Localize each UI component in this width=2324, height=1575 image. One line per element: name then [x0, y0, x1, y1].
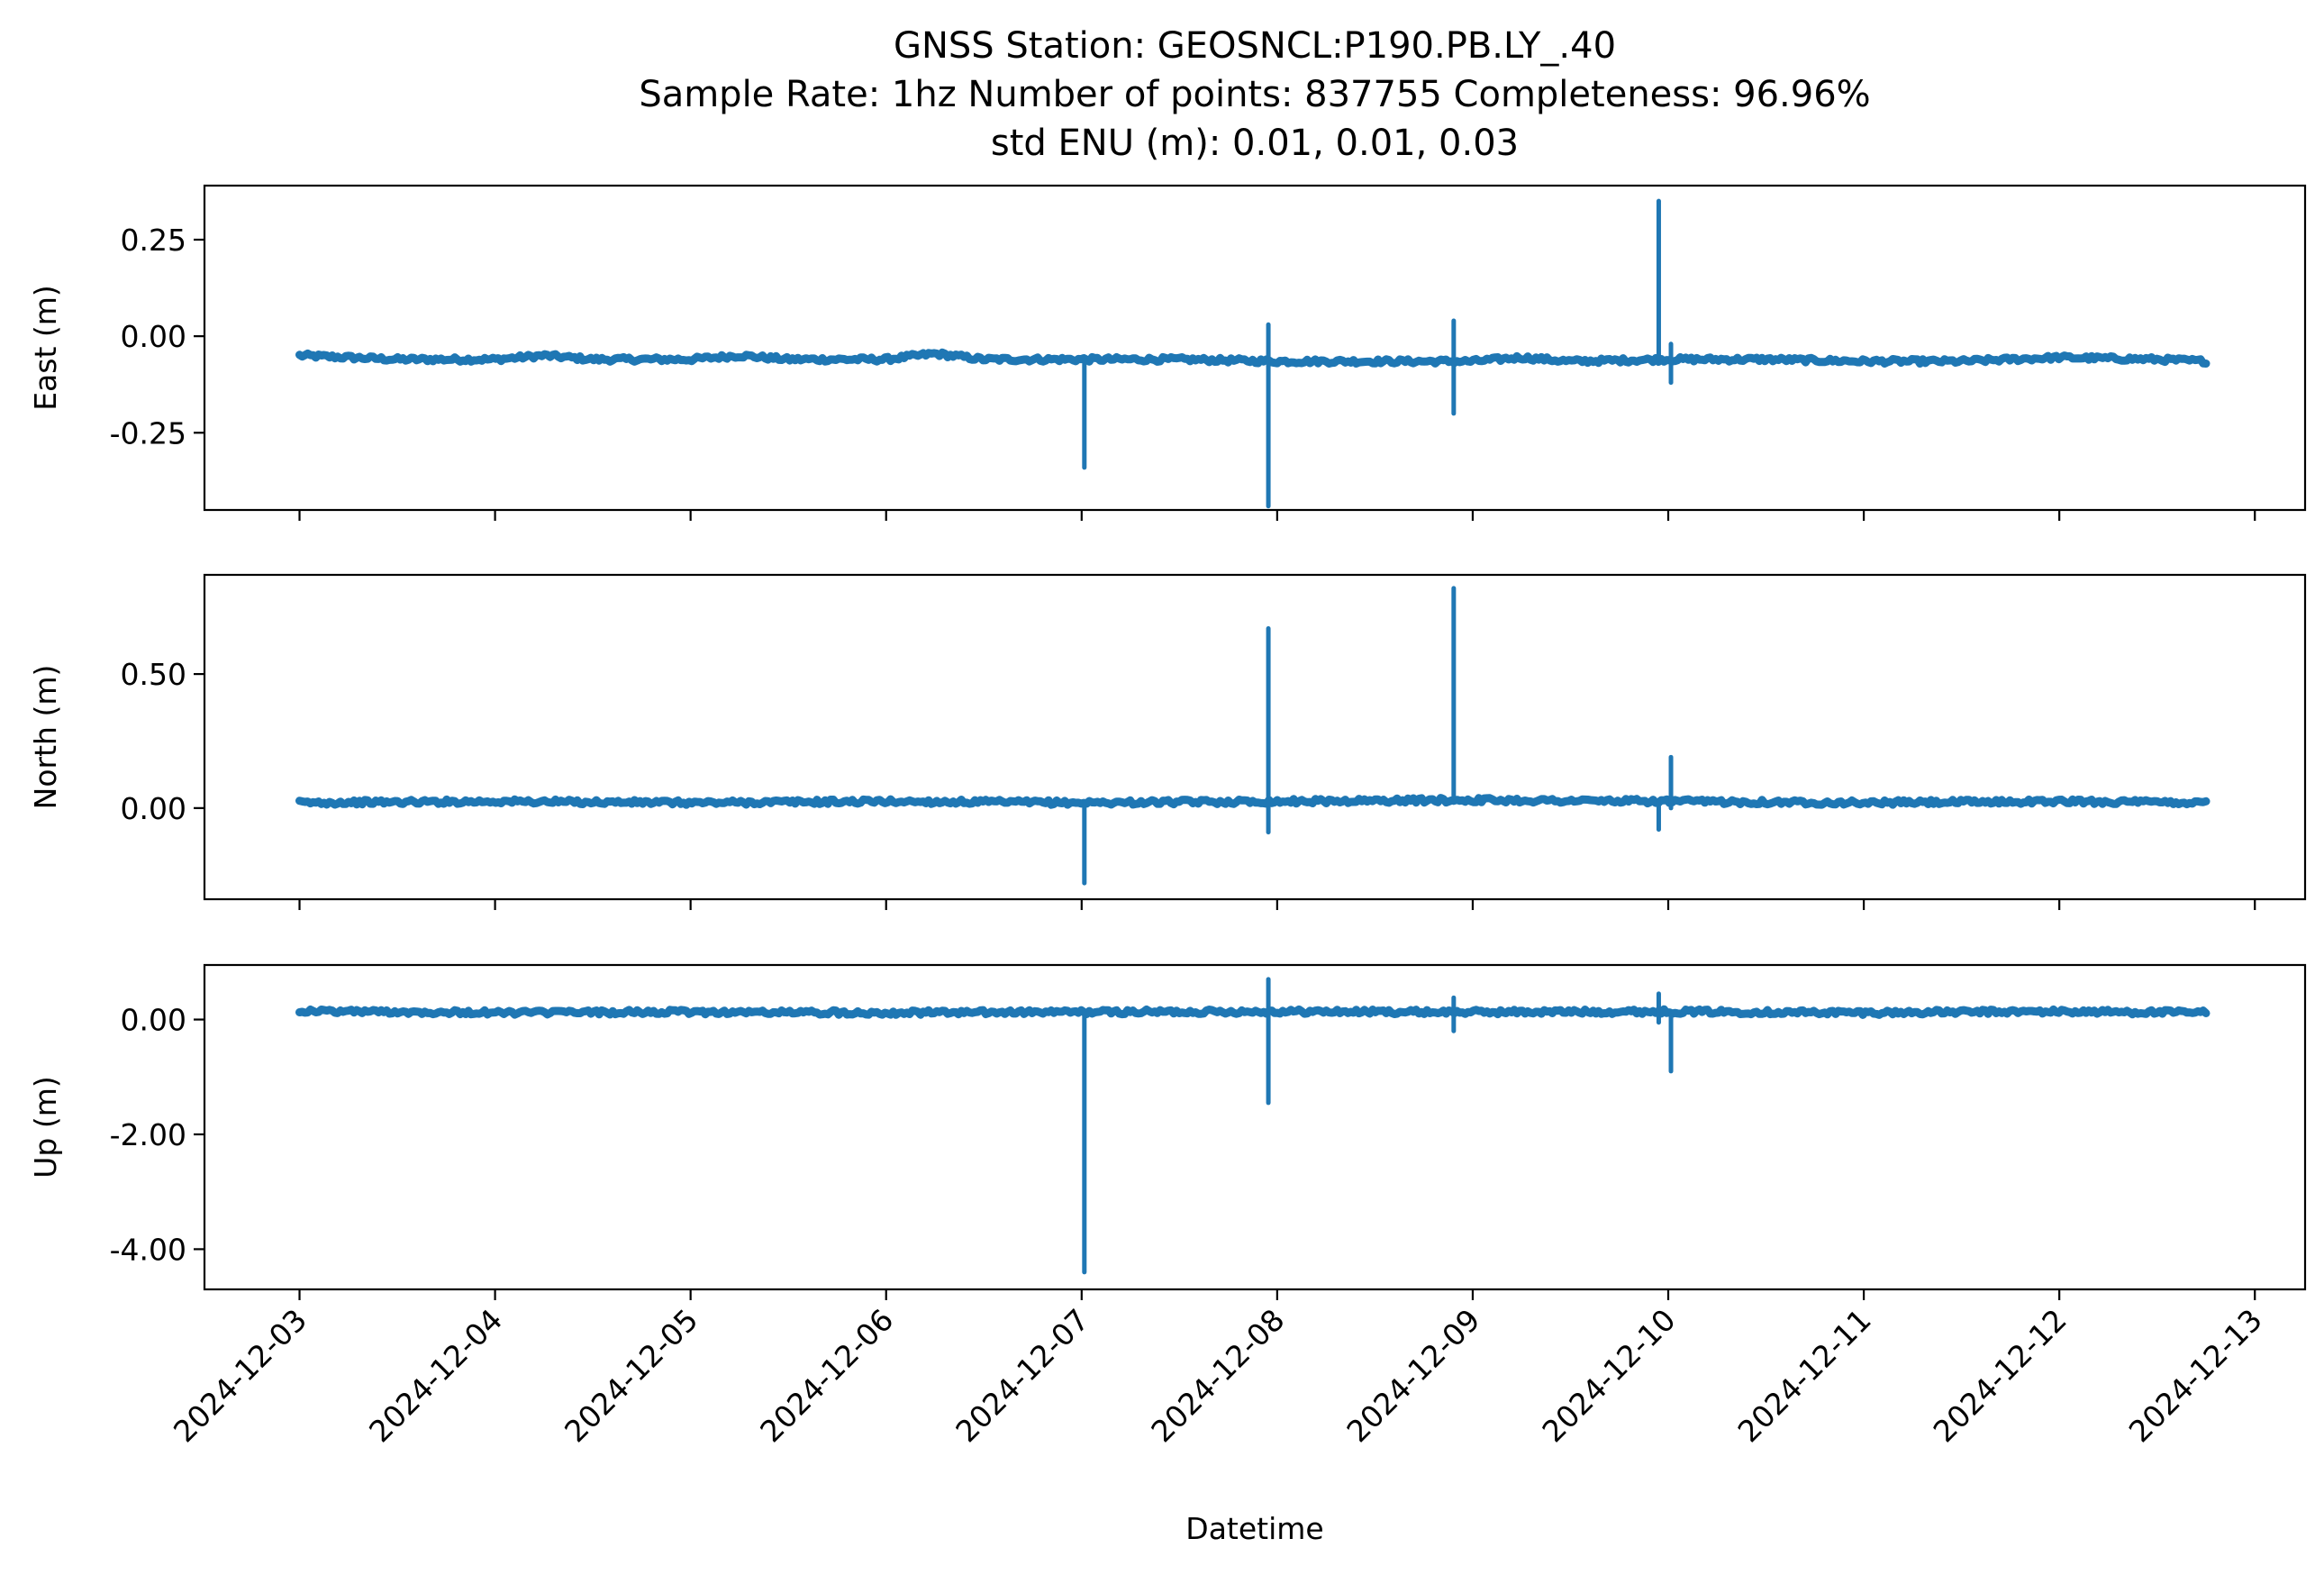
panel-up-frame: [203, 963, 2307, 1291]
panel-east: 0.25 0.00 -0.25 East (m): [28, 184, 2307, 521]
ytick-label-up-1: -2.00: [110, 1117, 186, 1152]
panel-north: 0.50 0.00 North (m): [28, 573, 2307, 910]
series-north-line: [295, 794, 2211, 809]
ylabel-up: Up (m): [28, 1076, 63, 1179]
series-up-line: [295, 1005, 2211, 1019]
ylabel-north: North (m): [28, 665, 63, 810]
ytick-label-up-2: -4.00: [110, 1232, 186, 1267]
ytick-label-north-0: 0.50: [121, 657, 186, 692]
ytick-label-up-0: 0.00: [121, 1003, 186, 1038]
ytick-label-east-0: 0.25: [121, 223, 186, 258]
ytick-label-north-1: 0.00: [121, 791, 186, 826]
panel-east-frame: [203, 184, 2307, 512]
ytick-label-east-2: -0.25: [110, 415, 186, 451]
title-line-3: std ENU (m): 0.01, 0.01, 0.03: [991, 123, 1519, 164]
title-line-1: GNSS Station: GEOSNCL:P190.PB.LY_.40: [894, 25, 1616, 67]
chart-title: GNSS Station: GEOSNCL:P190.PB.LY_.40 Sam…: [639, 25, 1870, 164]
x-axis-label: Datetime: [1185, 1511, 1323, 1546]
title-line-2: Sample Rate: 1hz Number of points: 83775…: [639, 74, 1870, 115]
ylabel-east: East (m): [28, 285, 63, 411]
panel-north-frame: [203, 573, 2307, 901]
ytick-label-east-1: 0.00: [121, 319, 186, 354]
panel-up: 0.00 -2.00 -4.00 Up (m): [28, 963, 2307, 1300]
series-east-line: [295, 348, 2211, 368]
